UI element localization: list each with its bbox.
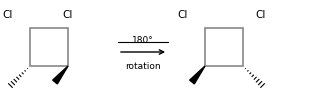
- Polygon shape: [53, 66, 68, 84]
- Text: Cl: Cl: [2, 10, 12, 20]
- Polygon shape: [30, 28, 68, 66]
- Text: Cl: Cl: [255, 10, 265, 20]
- Polygon shape: [190, 66, 205, 84]
- Text: Cl: Cl: [62, 10, 72, 20]
- Text: Cl: Cl: [177, 10, 187, 20]
- Polygon shape: [205, 28, 243, 66]
- Text: rotation: rotation: [125, 62, 161, 71]
- Text: 180°: 180°: [132, 36, 154, 45]
